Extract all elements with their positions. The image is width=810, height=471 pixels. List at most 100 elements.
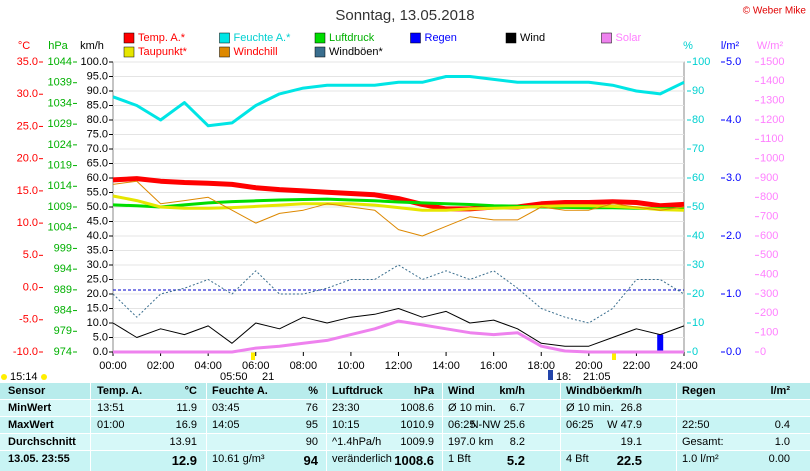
table-cell: 10:15 — [332, 419, 360, 431]
y-tick-label: 85.0 — [87, 99, 108, 111]
y-tick-label: 45.0 — [87, 215, 108, 227]
table-cell: Durchschnitt — [8, 436, 76, 448]
axis-unit: °C — [18, 40, 30, 52]
y-tick-label: 20 — [692, 288, 704, 300]
legend-swatch — [123, 46, 135, 58]
y-tick-label: 1039 — [48, 77, 72, 89]
table-cell: 1009.9 — [400, 436, 434, 448]
y-tick-label: 0.0 — [23, 281, 38, 293]
y-tick-label: 60.0 — [87, 172, 108, 184]
table-cell: 01:00 — [97, 419, 125, 431]
table-cell: 1008.6 — [400, 402, 434, 414]
x-tick-label: 14:00 — [432, 360, 460, 372]
x-tick-label: 24:00 — [670, 360, 698, 372]
legend-label: Luftdruck — [329, 32, 375, 44]
table-cell: 22:50 — [682, 419, 710, 431]
x-tick-label: 00:00 — [99, 360, 127, 372]
y-tick-label: 60 — [692, 172, 704, 184]
y-tick-label: 300 — [760, 288, 778, 300]
table-cell: 19.1 — [620, 436, 642, 448]
table-row-bg — [0, 451, 810, 471]
y-tick-label: 80 — [692, 114, 704, 126]
y-tick-label: 40 — [692, 230, 704, 242]
y-tick-label: 30 — [692, 259, 704, 271]
legend-label: Feuchte A.* — [234, 32, 292, 44]
y-tick-label: 0.0 — [726, 346, 741, 358]
table-cell: 14:05 — [212, 419, 240, 431]
table-cell: 197.0 km — [448, 436, 494, 448]
table-cell: 03:45 — [212, 402, 240, 414]
y-tick-label: 50.0 — [87, 201, 108, 213]
y-tick-label: 10.0 — [17, 217, 38, 229]
y-tick-label: 0 — [760, 346, 766, 358]
y-tick-label: 25.0 — [17, 120, 38, 132]
sunrise-marker — [251, 352, 255, 360]
stats-table: Sensor Temp. A. °C Feuchte A.% Luftdruck hPa W… — [0, 383, 810, 471]
table-cell: N-NW 25.6 — [470, 419, 525, 431]
y-tick-label: 25.0 — [87, 273, 108, 285]
legend-swatch — [601, 32, 612, 44]
table-cell: 1.0 l/m² — [682, 453, 719, 465]
legend-swatch — [314, 32, 326, 44]
x-tick-label: 18:00 — [527, 360, 555, 372]
table-cell: 12.9 — [171, 453, 197, 468]
table-cell: Luftdruck — [332, 385, 383, 397]
legend-label: Temp. A.* — [138, 32, 186, 44]
table-cell: Feuchte A. — [212, 385, 268, 397]
legend-label: Regen — [425, 32, 457, 44]
y-tick-label: 200 — [760, 307, 778, 319]
y-tick-label: 35.0 — [17, 56, 38, 68]
table-cell: km/h — [499, 385, 525, 397]
sunset-marker — [612, 352, 616, 360]
y-tick-label: 1004 — [48, 222, 72, 234]
legend-label: Wind — [520, 32, 545, 44]
y-tick-label: 35.0 — [87, 244, 108, 256]
y-tick-label: 1024 — [48, 139, 72, 151]
table-cell: Regen — [682, 385, 716, 397]
x-tick-label: 08:00 — [290, 360, 318, 372]
y-tick-label: 989 — [54, 284, 72, 296]
table-cell: 22.5 — [616, 453, 642, 468]
table-cell: 13.91 — [169, 436, 197, 448]
series-line — [112, 176, 685, 212]
table-cell: °C — [184, 385, 197, 397]
y-tick-label: 994 — [54, 263, 72, 275]
column-separator — [442, 383, 443, 471]
y-tick-label: 979 — [54, 325, 72, 337]
y-tick-label: 1034 — [48, 97, 72, 109]
x-tick-label: 22:00 — [623, 360, 651, 372]
table-cell: 76 — [305, 402, 318, 414]
table-cell: Wind — [448, 385, 475, 397]
y-tick-label: 1400 — [760, 75, 784, 87]
column-separator — [90, 383, 91, 471]
table-cell: Windböen — [566, 385, 620, 397]
axis-unit: hPa — [48, 40, 68, 52]
credit: © Weber Mike — [743, 6, 807, 17]
table-cell: Gesamt: — [682, 436, 724, 448]
table-cell: Ø 10 min. — [566, 402, 614, 414]
column-separator — [326, 383, 327, 471]
legend-swatch — [314, 46, 326, 58]
y-tick-label: 10.0 — [87, 317, 108, 329]
rain-bar — [657, 334, 664, 352]
y-tick-label: 10 — [692, 317, 704, 329]
y-tick-label: 1019 — [48, 159, 72, 171]
table-row-bg — [0, 417, 810, 434]
table-cell: MinWert — [8, 402, 52, 414]
table-cell: Sensor — [8, 385, 46, 397]
y-tick-label: 100 — [760, 327, 778, 339]
y-tick-label: 2.0 — [726, 230, 741, 242]
y-tick-label: 5.0 — [23, 249, 38, 261]
table-cell: ^1.4hPa/h — [332, 436, 382, 448]
y-tick-label: 20.0 — [17, 153, 38, 165]
moonset-marker — [548, 370, 553, 380]
astro-time: 21 — [262, 371, 274, 383]
axis-unit: km/h — [80, 40, 104, 52]
axis-unit: % — [683, 40, 693, 52]
table-cell: km/h — [616, 385, 642, 397]
table-cell: W 47.9 — [607, 419, 642, 431]
table-cell: 10.61 g/m³ — [212, 453, 265, 465]
y-tick-label: 5.0 — [93, 331, 108, 343]
column-separator — [676, 383, 677, 471]
